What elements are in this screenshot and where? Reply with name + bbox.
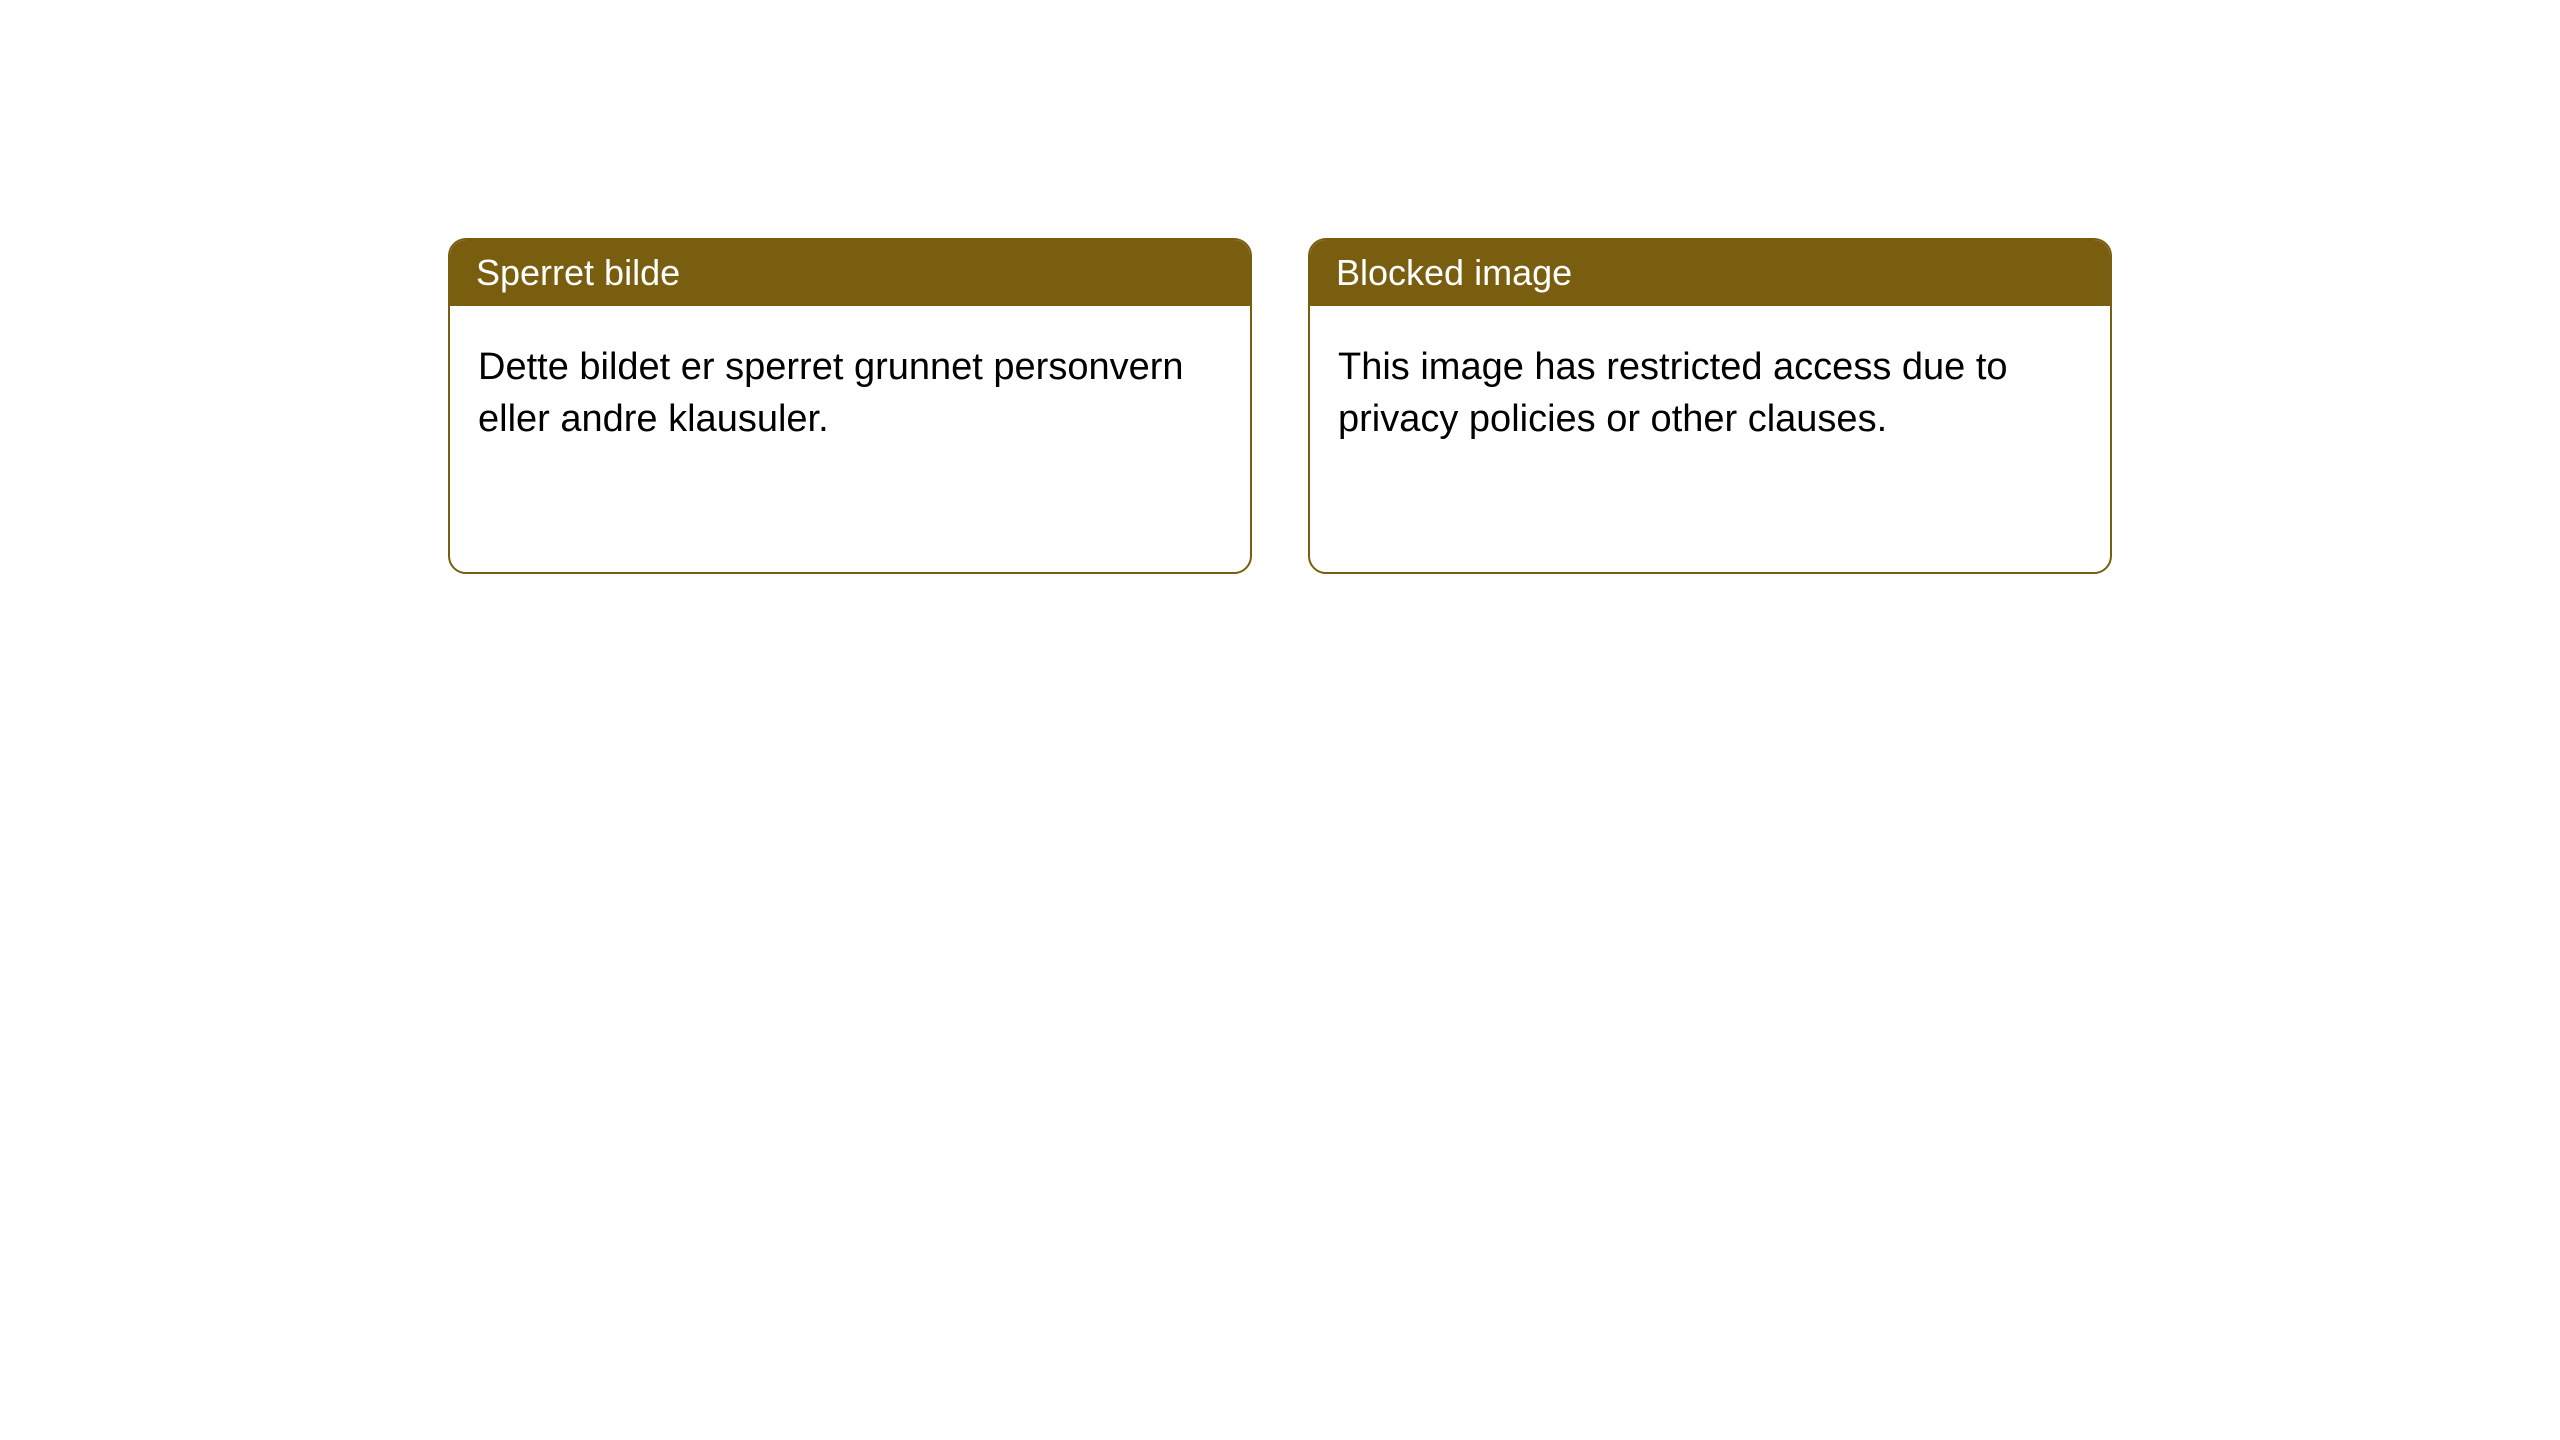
notice-card-no: Sperret bilde Dette bildet er sperret gr… [448,238,1252,574]
notice-card-en: Blocked image This image has restricted … [1308,238,2112,574]
notice-body-no: Dette bildet er sperret grunnet personve… [450,306,1250,481]
notice-body-en: This image has restricted access due to … [1310,306,2110,481]
notice-header-no: Sperret bilde [450,240,1250,306]
notice-header-en: Blocked image [1310,240,2110,306]
notice-container: Sperret bilde Dette bildet er sperret gr… [0,0,2560,574]
